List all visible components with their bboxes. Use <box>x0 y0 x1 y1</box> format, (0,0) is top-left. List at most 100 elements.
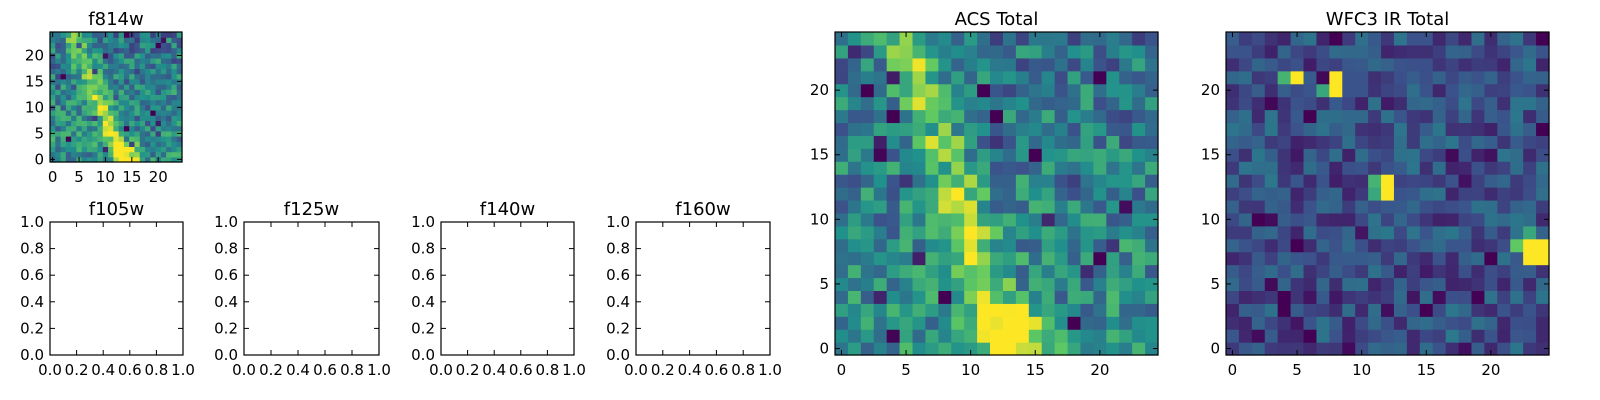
heatmap-cell <box>1445 96 1460 111</box>
heatmap-cell <box>964 96 978 111</box>
heatmap-cell <box>1132 32 1146 46</box>
heatmap-cell <box>108 63 114 69</box>
heatmap-cell <box>1368 264 1382 279</box>
heatmap-cell <box>1381 251 1395 266</box>
heatmap-cell <box>1080 342 1094 356</box>
heatmap-cell <box>60 42 67 49</box>
y-tick-label: 0.2 <box>20 319 44 337</box>
heatmap-cell <box>1316 316 1330 330</box>
heatmap-cell <box>1015 225 1030 240</box>
heatmap-cell <box>1238 290 1253 304</box>
heatmap-cell <box>92 136 99 142</box>
heatmap-cell <box>1054 264 1069 279</box>
heatmap-cell <box>92 68 99 75</box>
heatmap-cell <box>1238 148 1253 162</box>
heatmap-cell <box>1303 212 1318 227</box>
heatmap-cell <box>1015 83 1030 98</box>
heatmap-cell <box>1419 96 1434 111</box>
heatmap-cell <box>1406 290 1421 304</box>
heatmap-cell <box>65 37 72 43</box>
heatmap-cell <box>938 342 952 356</box>
heatmap-cell <box>1510 316 1524 330</box>
heatmap-cell <box>118 156 125 163</box>
heatmap-cell <box>171 156 178 163</box>
y-tick-label: 0.2 <box>214 319 238 337</box>
heatmap-cell <box>1093 329 1107 343</box>
heatmap-cell <box>1277 303 1292 317</box>
heatmap-cell <box>1342 225 1356 240</box>
heatmap-cell <box>1406 32 1421 46</box>
heatmap-cell <box>1041 290 1056 304</box>
heatmap-cell <box>1251 329 1266 343</box>
heatmap-cell <box>1264 174 1279 188</box>
heatmap-cell <box>912 96 927 111</box>
heatmap-cell <box>1290 342 1305 356</box>
heatmap-cell <box>50 120 56 127</box>
heatmap-cell <box>860 316 875 330</box>
heatmap-cell <box>97 37 104 43</box>
heatmap-cell <box>97 58 104 64</box>
heatmap-cell <box>1497 96 1511 111</box>
heatmap-cell <box>899 122 914 136</box>
heatmap-cell <box>86 115 93 121</box>
heatmap-cell <box>1497 135 1511 149</box>
heatmap-cell <box>1145 212 1159 227</box>
heatmap-cell <box>1497 148 1511 162</box>
axes-frame <box>49 31 183 163</box>
heatmap-cell <box>166 58 173 64</box>
heatmap-cell <box>1080 277 1094 291</box>
heatmap-cell <box>160 151 167 158</box>
heatmap-cell <box>1028 238 1043 253</box>
x-tick-label: 0.6 <box>118 361 142 379</box>
heatmap-cell <box>129 146 136 153</box>
heatmap-cell <box>1093 225 1107 240</box>
heatmap-cell <box>50 37 56 43</box>
y-tick-label: 0.4 <box>20 293 44 311</box>
heatmap-cell <box>1368 303 1382 317</box>
heatmap-cell <box>1028 290 1043 304</box>
heatmap-cell <box>873 303 888 317</box>
heatmap-cell <box>1028 225 1043 240</box>
axes-frame <box>49 221 184 356</box>
heatmap-cell <box>118 63 125 69</box>
heatmap-cell <box>1497 342 1511 356</box>
heatmap-cell <box>123 151 130 158</box>
heatmap-cell <box>1054 187 1069 201</box>
heatmap-cell <box>1342 109 1356 124</box>
heatmap-cell <box>76 125 83 132</box>
heatmap-cell <box>1497 174 1511 188</box>
heatmap-cell <box>76 63 83 69</box>
heatmap-cell <box>81 104 88 111</box>
heatmap-cell <box>1471 148 1485 162</box>
x-tick-label: 0.4 <box>678 361 702 379</box>
heatmap-cell <box>873 148 888 162</box>
heatmap-cell <box>102 136 109 142</box>
heatmap-cell <box>1471 290 1485 304</box>
y-tick-label: 0.6 <box>411 266 435 284</box>
heatmap-cell <box>92 130 99 137</box>
heatmap-cell <box>50 84 56 90</box>
heatmap-cell <box>1497 44 1511 59</box>
x-tick-label: 0.4 <box>286 361 310 379</box>
y-tick-label: 0.0 <box>214 346 238 364</box>
heatmap-cell <box>1238 199 1253 214</box>
heatmap-cell <box>1355 225 1369 240</box>
heatmap-cell <box>1523 32 1537 46</box>
heatmap-cell <box>71 110 77 116</box>
heatmap-cell <box>139 151 146 158</box>
heatmap-cell <box>1329 122 1343 136</box>
heatmap-cell <box>50 73 56 80</box>
heatmap-cell <box>1145 303 1159 317</box>
heatmap-cell <box>150 120 157 127</box>
heatmap-cell <box>97 104 104 111</box>
heatmap-cell <box>134 136 141 142</box>
heatmap-cell <box>1028 148 1043 162</box>
heatmap-cell <box>1523 290 1537 304</box>
y-tick-label: 0.2 <box>606 319 630 337</box>
heatmap-cell <box>1316 303 1330 317</box>
heatmap-cell <box>1119 32 1133 46</box>
heatmap-cell <box>1445 70 1460 85</box>
heatmap-cell <box>1067 199 1082 214</box>
heatmap-cell <box>139 110 146 116</box>
heatmap-cell <box>1536 212 1550 227</box>
